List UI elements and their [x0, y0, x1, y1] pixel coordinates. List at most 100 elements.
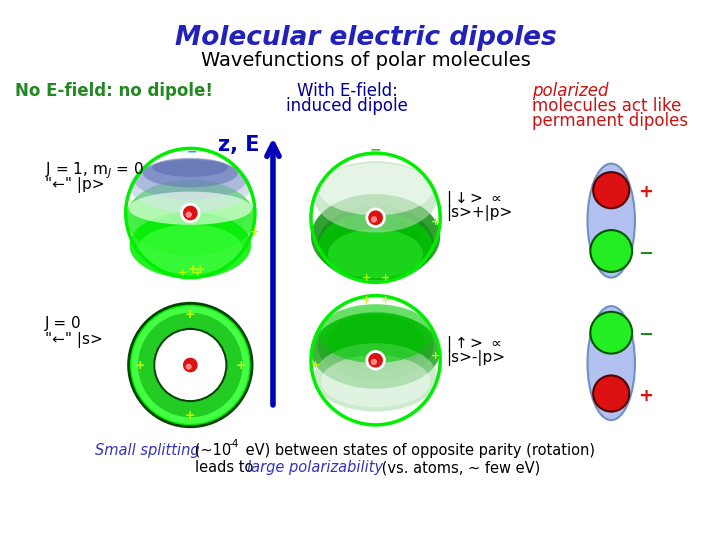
- Text: Small splitting: Small splitting: [95, 443, 200, 458]
- Text: "←" |p>: "←" |p>: [45, 177, 104, 193]
- Ellipse shape: [318, 304, 433, 363]
- Ellipse shape: [327, 216, 424, 280]
- Ellipse shape: [318, 312, 433, 380]
- Ellipse shape: [153, 158, 228, 177]
- Text: +: +: [195, 264, 206, 276]
- Ellipse shape: [145, 191, 235, 244]
- Ellipse shape: [129, 192, 252, 225]
- Text: "←" |s>: "←" |s>: [45, 332, 103, 348]
- Text: large polarizability: large polarizability: [248, 460, 384, 475]
- Ellipse shape: [588, 164, 635, 278]
- Text: (~10: (~10: [190, 443, 232, 458]
- Circle shape: [369, 211, 382, 225]
- Text: +: +: [188, 264, 199, 276]
- Text: +: +: [638, 183, 653, 201]
- Circle shape: [593, 172, 629, 208]
- Text: No E-field: no dipole!: No E-field: no dipole!: [15, 82, 213, 100]
- Circle shape: [186, 364, 191, 369]
- Circle shape: [311, 296, 440, 425]
- Text: polarized: polarized: [532, 82, 609, 100]
- Ellipse shape: [130, 160, 251, 213]
- Ellipse shape: [135, 185, 246, 250]
- Ellipse shape: [321, 355, 431, 407]
- Text: +: +: [185, 308, 196, 321]
- Text: +: +: [188, 264, 199, 276]
- Circle shape: [372, 217, 377, 222]
- Ellipse shape: [314, 343, 437, 411]
- Ellipse shape: [318, 212, 433, 280]
- Ellipse shape: [143, 159, 238, 187]
- Circle shape: [181, 204, 200, 222]
- Text: +: +: [135, 359, 145, 372]
- Text: +: +: [178, 268, 187, 278]
- Ellipse shape: [138, 225, 243, 274]
- Text: −: −: [370, 143, 382, 157]
- Text: |s>+|p>: |s>+|p>: [446, 205, 512, 221]
- Circle shape: [129, 303, 252, 427]
- Text: eV) between states of opposite parity (rotation): eV) between states of opposite parity (r…: [240, 443, 595, 458]
- Circle shape: [186, 212, 191, 217]
- Circle shape: [372, 217, 377, 222]
- Text: −: −: [187, 146, 197, 159]
- Ellipse shape: [311, 313, 440, 389]
- Text: +: +: [431, 350, 440, 361]
- Text: +: +: [638, 387, 653, 406]
- Circle shape: [372, 360, 377, 365]
- Text: −: −: [638, 326, 653, 343]
- Text: leads to: leads to: [195, 460, 258, 475]
- Circle shape: [311, 153, 440, 282]
- Circle shape: [154, 329, 226, 401]
- Circle shape: [590, 230, 632, 272]
- Ellipse shape: [126, 180, 255, 256]
- Ellipse shape: [588, 306, 635, 420]
- Text: +: +: [185, 409, 196, 422]
- Circle shape: [186, 212, 191, 217]
- Text: +: +: [188, 264, 199, 276]
- Circle shape: [184, 206, 197, 220]
- Text: +: +: [431, 218, 440, 227]
- Text: J = 1, m$_J$ = 0: J = 1, m$_J$ = 0: [45, 161, 144, 181]
- Text: +: +: [380, 295, 390, 306]
- Circle shape: [366, 351, 385, 370]
- Text: +: +: [251, 227, 259, 237]
- Ellipse shape: [314, 161, 437, 233]
- Circle shape: [366, 208, 385, 227]
- Circle shape: [590, 312, 632, 354]
- Circle shape: [593, 375, 629, 411]
- Circle shape: [154, 329, 226, 401]
- Ellipse shape: [130, 212, 251, 279]
- Ellipse shape: [327, 315, 424, 372]
- Text: +: +: [193, 268, 202, 278]
- Text: |s>-|p>: |s>-|p>: [446, 350, 505, 366]
- Circle shape: [369, 211, 382, 225]
- Text: +: +: [361, 273, 371, 282]
- Circle shape: [372, 360, 377, 365]
- Ellipse shape: [311, 194, 440, 280]
- Circle shape: [369, 354, 382, 367]
- Text: Molecular electric dipoles: Molecular electric dipoles: [175, 25, 557, 51]
- Circle shape: [138, 313, 243, 417]
- Ellipse shape: [318, 206, 433, 283]
- Text: permanent dipoles: permanent dipoles: [532, 112, 688, 130]
- Text: |$\uparrow$> $\propto$: |$\uparrow$> $\propto$: [446, 334, 502, 354]
- Text: +: +: [311, 360, 320, 370]
- Text: |$\downarrow$> $\propto$: |$\downarrow$> $\propto$: [446, 189, 502, 209]
- Text: -4: -4: [228, 439, 239, 449]
- Circle shape: [184, 359, 197, 372]
- Ellipse shape: [318, 163, 433, 215]
- Text: z, E: z, E: [218, 135, 260, 155]
- Text: induced dipole: induced dipole: [286, 97, 408, 115]
- Text: molecules act like: molecules act like: [532, 97, 682, 115]
- Circle shape: [184, 206, 197, 220]
- Ellipse shape: [328, 229, 423, 279]
- Ellipse shape: [134, 160, 246, 200]
- Circle shape: [369, 354, 382, 367]
- Text: With E-field:: With E-field:: [297, 82, 397, 100]
- Text: +: +: [361, 295, 371, 306]
- Circle shape: [132, 306, 249, 424]
- Text: Wavefunctions of polar molecules: Wavefunctions of polar molecules: [201, 51, 531, 71]
- Text: (vs. atoms, ~ few eV): (vs. atoms, ~ few eV): [377, 460, 540, 475]
- Text: +: +: [380, 273, 390, 282]
- Text: +: +: [235, 359, 246, 372]
- Text: −: −: [638, 245, 653, 263]
